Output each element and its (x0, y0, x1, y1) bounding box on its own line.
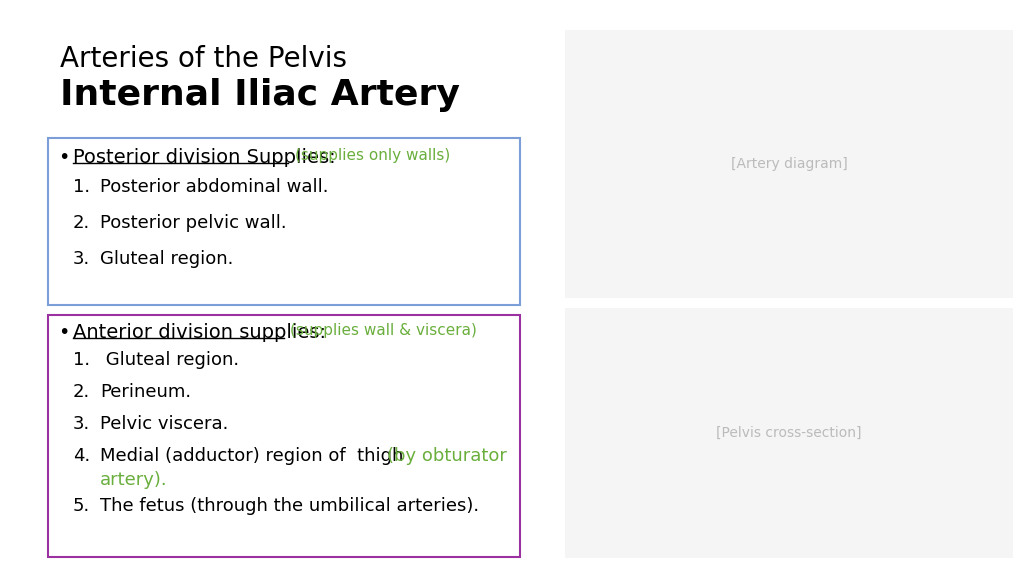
Text: Posterior abdominal wall.: Posterior abdominal wall. (100, 178, 329, 196)
FancyBboxPatch shape (565, 308, 1013, 558)
Text: 1.: 1. (73, 351, 90, 369)
Text: Medial (adductor) region of  thigh: Medial (adductor) region of thigh (100, 447, 403, 465)
Text: Posterior division Supplies:: Posterior division Supplies: (73, 148, 336, 167)
Text: 1.: 1. (73, 178, 90, 196)
Text: [Pelvis cross-section]: [Pelvis cross-section] (716, 426, 862, 440)
Text: Perineum.: Perineum. (100, 383, 191, 401)
Text: 5.: 5. (73, 497, 90, 515)
Text: 2.: 2. (73, 214, 90, 232)
Text: Gluteal region.: Gluteal region. (100, 351, 240, 369)
Text: Arteries of the Pelvis: Arteries of the Pelvis (60, 45, 347, 73)
Text: [Artery diagram]: [Artery diagram] (731, 157, 848, 171)
FancyBboxPatch shape (565, 30, 1013, 298)
Text: 3.: 3. (73, 250, 90, 268)
Text: Gluteal region.: Gluteal region. (100, 250, 233, 268)
Text: (supplies only walls): (supplies only walls) (295, 148, 451, 163)
Text: 3.: 3. (73, 415, 90, 433)
Text: Internal Iliac Artery: Internal Iliac Artery (60, 78, 460, 112)
Text: •: • (58, 148, 70, 167)
Text: (supplies wall & viscera): (supplies wall & viscera) (290, 323, 477, 338)
Text: The fetus (through the umbilical arteries).: The fetus (through the umbilical arterie… (100, 497, 479, 515)
Text: Anterior division supplies:: Anterior division supplies: (73, 323, 326, 342)
FancyBboxPatch shape (48, 315, 520, 557)
Text: •: • (58, 323, 70, 342)
Text: Posterior pelvic wall.: Posterior pelvic wall. (100, 214, 287, 232)
Text: Pelvic viscera.: Pelvic viscera. (100, 415, 228, 433)
Text: 2.: 2. (73, 383, 90, 401)
Text: artery).: artery). (100, 471, 168, 489)
FancyBboxPatch shape (48, 138, 520, 305)
Text: (by obturator: (by obturator (387, 447, 507, 465)
Text: 4.: 4. (73, 447, 90, 465)
